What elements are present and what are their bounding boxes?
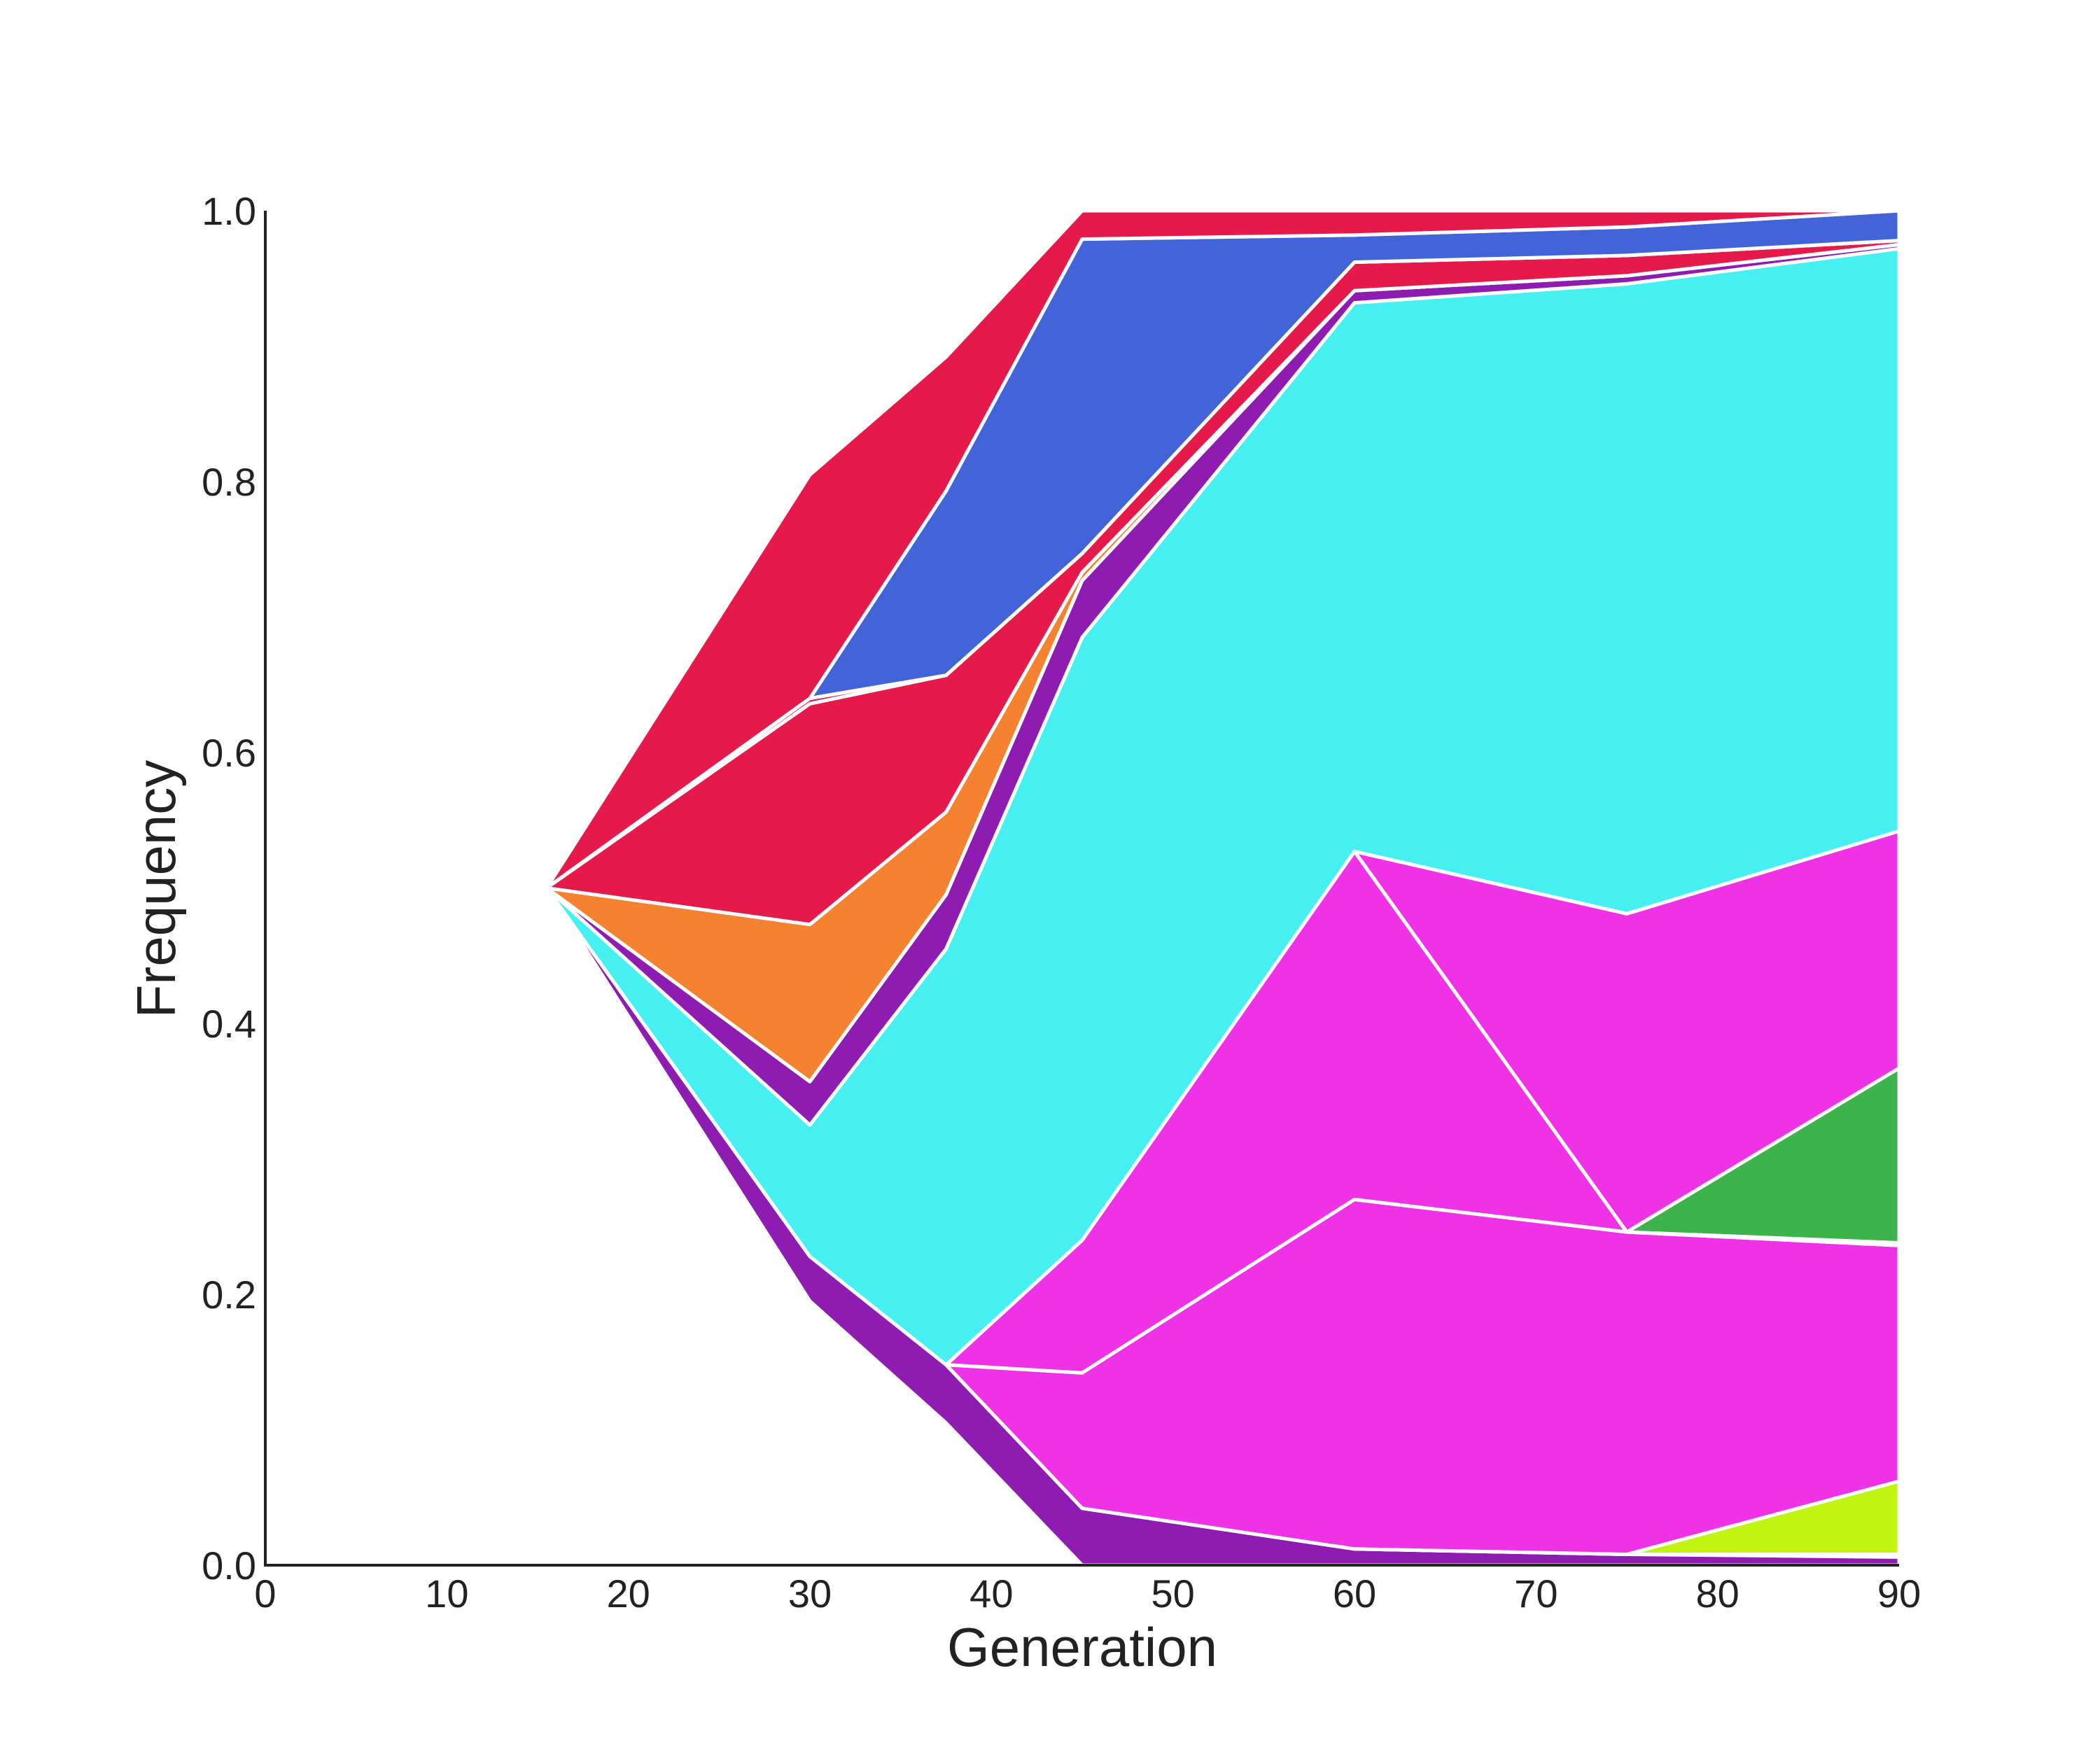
x-tick-label: 10 xyxy=(425,1572,468,1616)
x-tick-label: 50 xyxy=(1152,1572,1195,1616)
y-axis-label: Frequency xyxy=(125,760,187,1018)
y-tick-label: 0.6 xyxy=(202,731,256,775)
area-band-13 xyxy=(545,209,1901,890)
x-tick-label: 0 xyxy=(254,1572,276,1616)
area-bands xyxy=(545,209,1901,1567)
y-tick-label: 0.8 xyxy=(202,460,256,504)
x-tick-label: 30 xyxy=(788,1572,832,1616)
x-tick-label: 80 xyxy=(1696,1572,1740,1616)
axes xyxy=(264,211,1899,1567)
y-tick-label: 1.0 xyxy=(202,189,256,233)
y-tick-label: 0.4 xyxy=(202,1002,256,1046)
y-tick-label: 0.0 xyxy=(202,1544,256,1588)
x-tick-label: 20 xyxy=(607,1572,650,1616)
x-ticks: 0 10 20 30 40 50 60 70 80 90 xyxy=(254,1572,1921,1616)
x-axis-label: Generation xyxy=(947,1616,1217,1678)
x-tick-label: 70 xyxy=(1514,1572,1558,1616)
x-tick-label: 40 xyxy=(969,1572,1013,1616)
y-ticks: 0.0 0.2 0.4 0.6 0.8 1.0 xyxy=(202,189,256,1588)
x-tick-label: 60 xyxy=(1333,1572,1376,1616)
y-tick-label: 0.2 xyxy=(202,1273,256,1317)
x-tick-label: 90 xyxy=(1877,1572,1921,1616)
